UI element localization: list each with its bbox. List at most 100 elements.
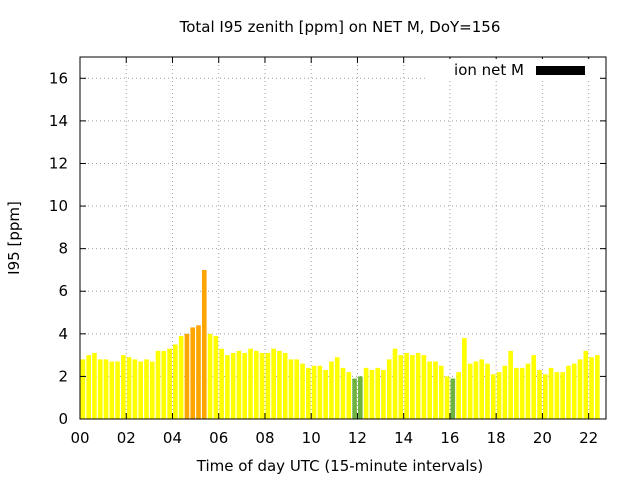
x-tick-label: 00 <box>70 429 89 447</box>
bar <box>329 361 334 419</box>
bar <box>554 372 560 419</box>
bar <box>421 355 427 419</box>
grid-lines <box>80 57 606 419</box>
y-tick-labels: 0 2 4 6 8 10 12 14 16 <box>49 69 68 428</box>
bar <box>514 367 519 419</box>
bar <box>352 378 357 419</box>
bar <box>381 370 386 419</box>
bar <box>121 355 126 419</box>
bar <box>427 361 433 419</box>
bar <box>300 363 305 419</box>
bar <box>438 365 444 419</box>
bar <box>225 355 230 419</box>
legend-background <box>428 59 600 81</box>
x-tick-labels: 00 02 04 06 08 10 12 14 16 18 20 22 <box>70 429 598 447</box>
bar <box>161 350 167 419</box>
x-tick-label: 06 <box>209 429 228 447</box>
bar <box>415 352 421 419</box>
bar <box>450 378 456 419</box>
y-tick-label: 0 <box>58 410 68 428</box>
x-tick-label: 20 <box>533 429 552 447</box>
bar <box>294 359 300 419</box>
bar <box>288 359 294 419</box>
y-axis-label: I95 [ppm] <box>5 201 23 275</box>
bar <box>398 355 404 419</box>
bar <box>86 355 91 419</box>
y-tick-label: 14 <box>49 112 68 130</box>
x-tick-label: 04 <box>163 429 182 447</box>
bar <box>242 352 248 419</box>
bar <box>392 348 398 419</box>
x-axis-label: Time of day UTC (15-minute intervals) <box>196 457 483 475</box>
bar <box>369 370 375 419</box>
bar <box>548 367 554 419</box>
bar <box>334 357 340 419</box>
bar <box>542 374 548 419</box>
y-tick-label: 10 <box>49 197 68 215</box>
bar <box>363 367 369 419</box>
bar <box>508 350 513 419</box>
bar <box>126 357 132 419</box>
bar <box>132 359 138 419</box>
x-tick-label: 08 <box>255 429 274 447</box>
x-tick-label: 14 <box>394 429 413 447</box>
bar <box>537 370 542 419</box>
legend-label: ion net M <box>454 61 524 79</box>
bar <box>138 361 144 419</box>
bar <box>346 372 352 419</box>
y-tick-label: 12 <box>49 154 68 172</box>
bar <box>473 361 479 419</box>
plot-frame <box>79 56 607 420</box>
bar <box>236 350 242 419</box>
bar <box>410 355 415 419</box>
bar <box>566 365 571 419</box>
bar <box>323 370 328 419</box>
y-tick-label: 4 <box>58 325 68 343</box>
chart-title: Total I95 zenith [ppm] on NET M, DoY=156 <box>179 18 501 36</box>
legend: ion net M <box>428 59 600 81</box>
bar <box>404 352 409 419</box>
bar <box>149 361 155 419</box>
bar <box>502 365 508 419</box>
bar <box>577 359 583 419</box>
bar <box>583 350 589 419</box>
x-tick-label: 10 <box>302 429 321 447</box>
bar <box>190 327 196 419</box>
bar <box>271 348 276 419</box>
bar <box>479 359 485 419</box>
bar <box>253 350 259 419</box>
bar <box>207 333 213 419</box>
bar <box>560 372 565 419</box>
bar <box>340 367 346 419</box>
bar <box>115 361 120 419</box>
bar <box>173 344 178 419</box>
bar <box>375 367 380 419</box>
y-tick-label: 16 <box>49 69 68 87</box>
legend-swatch <box>536 66 585 75</box>
x-tick-label: 18 <box>487 429 506 447</box>
bar <box>571 363 577 419</box>
bar <box>386 359 392 419</box>
x-tick-label: 16 <box>440 429 459 447</box>
bar <box>201 269 207 419</box>
bar <box>525 363 531 419</box>
bar <box>490 374 496 419</box>
bar <box>456 372 461 419</box>
bar <box>317 365 323 419</box>
bar <box>259 352 265 419</box>
bar <box>167 348 172 419</box>
y-tick-label: 2 <box>58 367 68 385</box>
bar <box>219 348 224 419</box>
bar-series <box>80 269 600 419</box>
bar <box>311 365 317 419</box>
bar <box>595 355 600 419</box>
bar <box>444 376 450 419</box>
bar <box>248 348 253 419</box>
bar <box>589 357 594 419</box>
bar <box>358 376 363 419</box>
bar <box>92 352 97 419</box>
bar <box>496 372 502 419</box>
bar <box>97 359 103 419</box>
bar <box>230 352 236 419</box>
bar <box>485 363 490 419</box>
